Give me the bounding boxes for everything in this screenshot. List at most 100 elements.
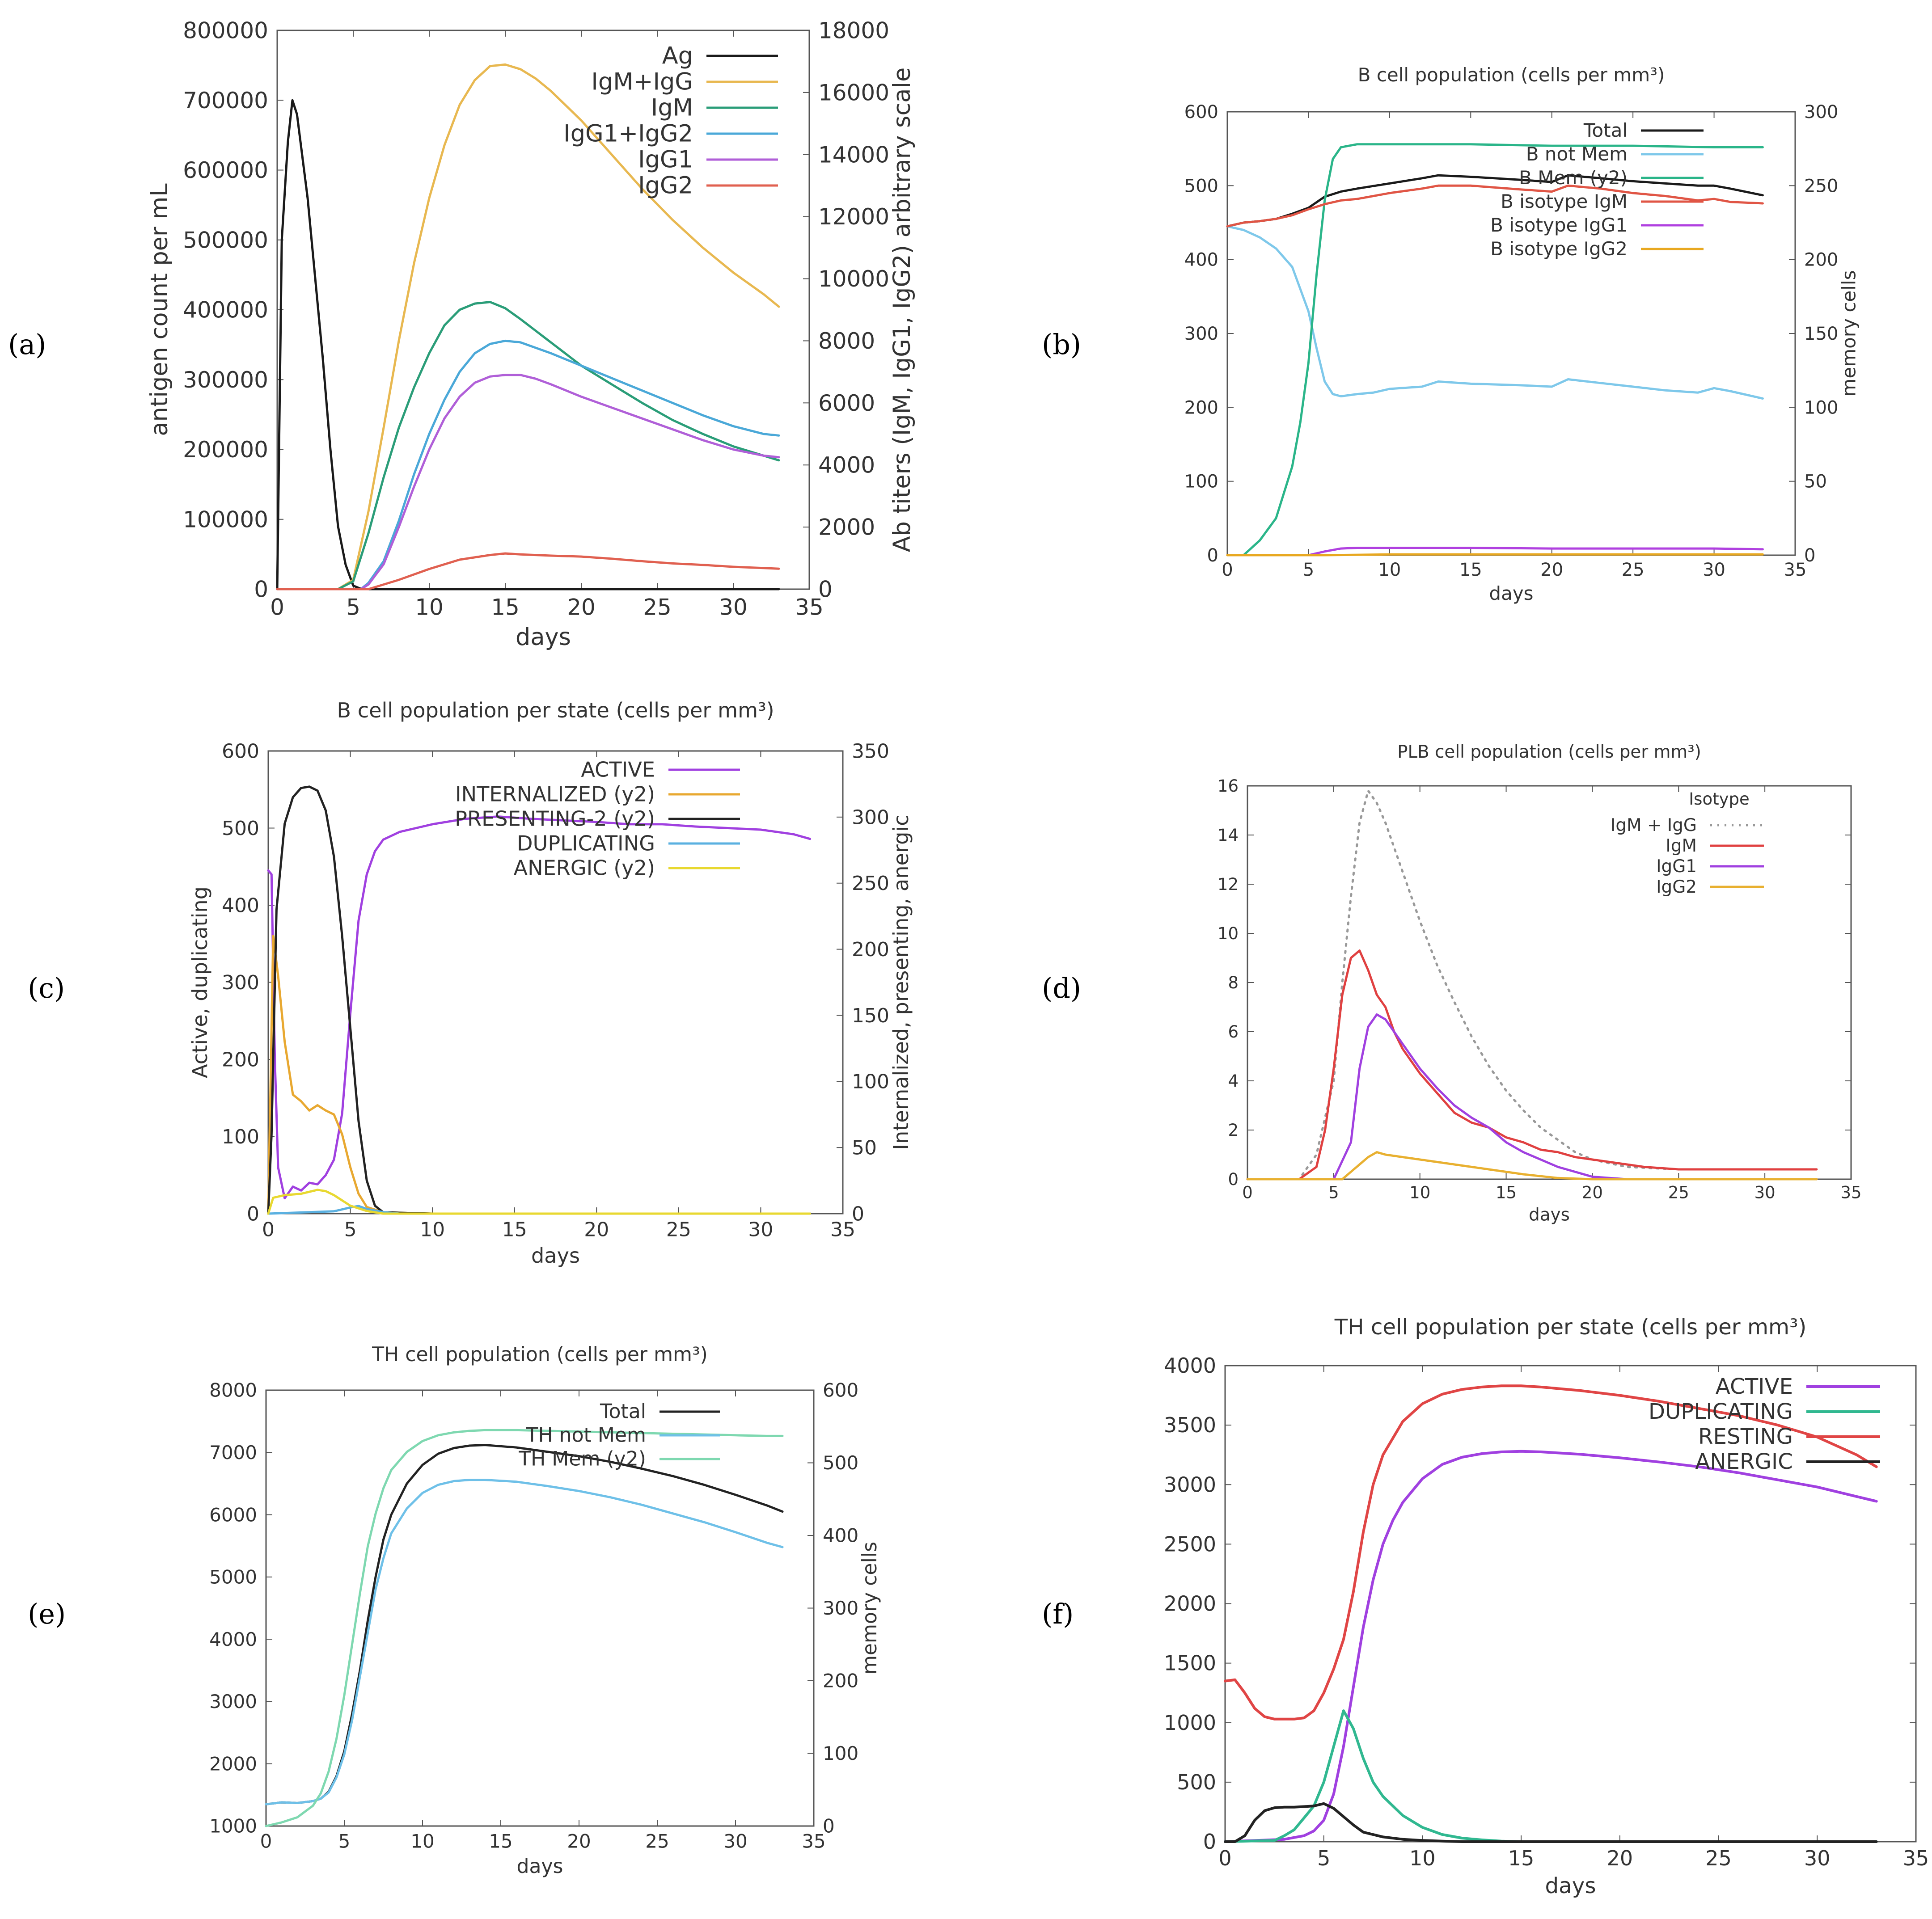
x-axis-label: days xyxy=(1545,1873,1596,1898)
chart-c: 0 5 10 15 20 25 30 3501002003004005006000501001… xyxy=(188,698,913,1268)
chart-e: 0 5 10 15 20 25 30 3510002000300040005000600070… xyxy=(209,1343,881,1878)
y-tick-label: 8 xyxy=(1228,973,1239,992)
x-tick-label: 20 xyxy=(1607,1846,1633,1870)
x-tick-label: 15 xyxy=(1508,1846,1535,1870)
chart-title: B cell population (cells per mm³) xyxy=(1358,64,1665,86)
y-tick-label: 1000 xyxy=(209,1815,257,1837)
x-tick-label: 20 xyxy=(567,1830,591,1852)
x-tick-label: 0 xyxy=(1222,560,1233,580)
y-tick-label: 10 xyxy=(1218,924,1239,943)
legend-label: B Mem (y2) xyxy=(1519,167,1628,189)
y-tick-label: 7000 xyxy=(209,1442,257,1464)
series-line-igg2 xyxy=(1246,1151,1818,1181)
legend-label: ANERGIC xyxy=(1695,1449,1793,1474)
y2-tick-label: 50 xyxy=(852,1137,877,1160)
y2-tick-label: 250 xyxy=(852,872,889,895)
y-tick-label: 4000 xyxy=(209,1628,257,1650)
y-tick-label: 0 xyxy=(1207,545,1218,566)
y-tick-label: 200000 xyxy=(183,437,268,463)
y2-axis-label: Ab titers (IgM, IgG1, IgG2) arbitrary sc… xyxy=(888,67,916,553)
x-tick-label: 25 xyxy=(666,1219,691,1241)
y-axis-label: antigen count per mL xyxy=(146,183,173,436)
y2-tick-label: 10000 xyxy=(818,266,889,292)
x-tick-label: 5 xyxy=(1317,1846,1330,1870)
y-tick-label: 1000 xyxy=(1164,1711,1216,1735)
y-tick-label: 0 xyxy=(254,577,268,603)
y2-tick-label: 200 xyxy=(852,938,889,961)
x-tick-label: 0 xyxy=(1218,1846,1231,1870)
x-tick-label: 15 xyxy=(1496,1183,1517,1202)
x-tick-label: 25 xyxy=(643,595,672,620)
y2-tick-label: 250 xyxy=(1804,176,1838,196)
y2-tick-label: 150 xyxy=(852,1004,889,1027)
y-tick-label: 300000 xyxy=(183,367,268,393)
legend-label: B not Mem xyxy=(1526,143,1628,165)
x-tick-label: 35 xyxy=(1840,1183,1861,1202)
x-tick-label: 10 xyxy=(415,595,444,620)
x-tick-label: 25 xyxy=(1622,560,1645,580)
y2-tick-label: 8000 xyxy=(818,328,875,354)
legend-label: PRESENTING-2 (y2) xyxy=(455,806,655,831)
x-tick-label: 35 xyxy=(802,1830,825,1852)
chart-title: TH cell population (cells per mm³) xyxy=(372,1343,708,1366)
y-tick-label: 2 xyxy=(1228,1121,1239,1140)
series-line-th-not-mem xyxy=(265,1479,784,1805)
x-tick-label: 35 xyxy=(1903,1846,1929,1870)
y2-tick-label: 600 xyxy=(823,1379,858,1401)
y-tick-label: 500 xyxy=(1184,176,1218,196)
y-tick-label: 200 xyxy=(222,1048,259,1071)
legend-label: IgG1+IgG2 xyxy=(563,120,693,148)
legend-label: DUPLICATING xyxy=(1649,1399,1793,1424)
panel-label-b: (b) xyxy=(1042,328,1081,361)
legend-label: IgG2 xyxy=(638,172,693,199)
series-line-b-isotype-igm xyxy=(1226,184,1764,228)
x-axis-label: days xyxy=(516,1855,563,1878)
y2-tick-label: 100 xyxy=(823,1742,858,1764)
panel-label-c: (c) xyxy=(28,972,65,1004)
legend-label: B isotype IgM xyxy=(1501,190,1628,212)
y2-tick-label: 18000 xyxy=(818,18,889,44)
y-tick-label: 3000 xyxy=(209,1691,257,1712)
x-tick-label: 20 xyxy=(584,1219,609,1241)
x-tick-label: 25 xyxy=(1705,1846,1732,1870)
y-tick-label: 0 xyxy=(247,1202,259,1225)
y-tick-label: 4000 xyxy=(1164,1354,1216,1378)
x-tick-label: 10 xyxy=(1409,1183,1430,1202)
y-tick-label: 400 xyxy=(222,894,259,917)
x-tick-label: 35 xyxy=(1784,560,1807,580)
y-tick-label: 600 xyxy=(222,740,259,763)
x-tick-label: 30 xyxy=(719,595,748,620)
y-tick-label: 300 xyxy=(222,971,259,994)
legend-label: IgM+IgG xyxy=(591,68,693,96)
series-line-igm-igg xyxy=(1246,789,1818,1181)
y-tick-label: 2500 xyxy=(1164,1532,1216,1556)
x-tick-label: 30 xyxy=(1703,560,1725,580)
panel-label-d: (d) xyxy=(1042,972,1081,1004)
y-tick-label: 0 xyxy=(1228,1170,1239,1189)
legend-label: IgG1 xyxy=(638,146,693,173)
legend-label: IgM xyxy=(651,94,693,122)
chart-a: 0 5 10 15 20 25 30 3501000002000003000004000005… xyxy=(146,18,916,651)
y-tick-label: 14 xyxy=(1218,826,1239,845)
x-tick-label: 15 xyxy=(491,595,520,620)
legend-label: IgG1 xyxy=(1656,856,1697,877)
x-tick-label: 25 xyxy=(645,1830,669,1852)
series-line-th-mem-y2- xyxy=(265,1429,784,1827)
y-tick-label: 100000 xyxy=(183,506,268,532)
x-tick-label: 30 xyxy=(723,1830,747,1852)
series-line-b-isotype-igg2 xyxy=(1226,553,1764,557)
series-line-anergic-y2- xyxy=(267,1189,812,1215)
x-tick-label: 30 xyxy=(748,1219,773,1241)
y2-tick-label: 12000 xyxy=(818,204,889,230)
y2-axis-label: memory cells xyxy=(1838,270,1860,397)
legend-label: IgM xyxy=(1666,836,1697,856)
y2-tick-label: 200 xyxy=(823,1670,858,1692)
y2-tick-label: 0 xyxy=(823,1815,835,1837)
y-tick-label: 5000 xyxy=(209,1566,257,1588)
x-tick-label: 15 xyxy=(489,1830,512,1852)
y2-tick-label: 4000 xyxy=(818,452,875,478)
series-line-total xyxy=(265,1444,784,1805)
legend-label: Total xyxy=(600,1400,646,1423)
series-line-duplicating xyxy=(1224,1709,1878,1843)
y-tick-label: 600000 xyxy=(183,157,268,183)
